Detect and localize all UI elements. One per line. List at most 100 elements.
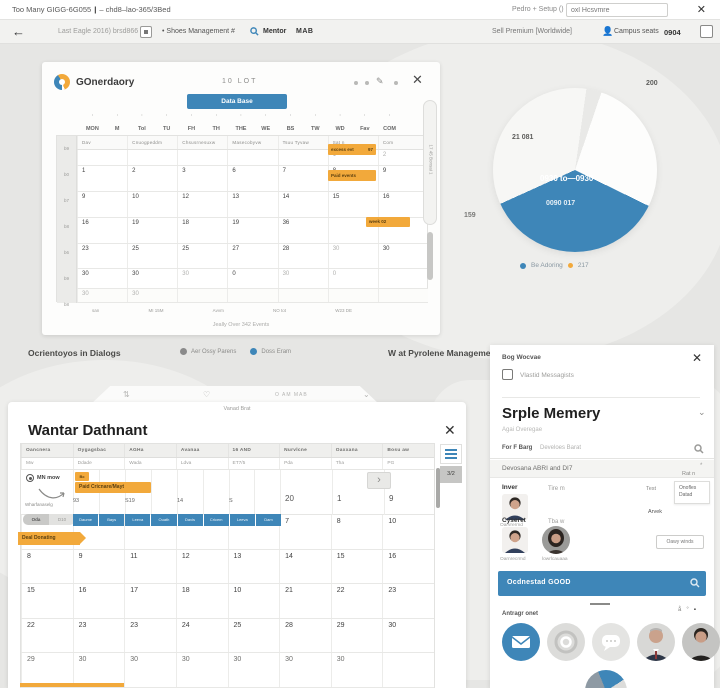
tab-strip[interactable]: ⇅ ♡ O AM MAB ⌄ (91, 386, 379, 404)
calendar-cell[interactable]: 30 (177, 269, 227, 288)
checkbox[interactable] (502, 369, 513, 380)
drag-handle[interactable] (590, 603, 610, 605)
calendar-cell[interactable]: 28 (279, 618, 331, 653)
calendar-cell[interactable]: 30 (382, 618, 434, 653)
calendar-cell[interactable]: 12 (175, 549, 228, 584)
calendar-cell[interactable]: 13 (227, 192, 277, 217)
calendar-cell[interactable]: 11 (124, 549, 176, 584)
person-action-popover[interactable]: Onofles Datad (674, 481, 710, 504)
avatar[interactable] (502, 527, 528, 553)
avatar[interactable] (682, 623, 720, 661)
search-icon[interactable] (694, 444, 704, 454)
calendar-cell[interactable]: 23 (72, 618, 125, 653)
calendar-cell[interactable]: 25 (227, 618, 280, 653)
event-chip[interactable]: week 02 (366, 217, 410, 227)
calendar-cell[interactable] (377, 289, 428, 302)
event-chip-arrow[interactable]: Deal Donating (18, 532, 86, 545)
multiday-event-bar[interactable]: Daume Bays Leeva Ouath Davis Cricem Leeva Dam (73, 514, 281, 526)
calendar-cell[interactable]: 30 (127, 269, 177, 288)
avatar[interactable] (502, 494, 528, 520)
calendar-cell[interactable]: 19 (227, 218, 277, 243)
calendar-cell[interactable] (377, 269, 428, 288)
target-icon[interactable] (547, 623, 585, 661)
calendar-cell[interactable]: 30 (175, 653, 228, 687)
person-mini-icon[interactable]: å (678, 607, 682, 613)
calendar-cell[interactable]: 30 (327, 244, 378, 268)
calendar-cell[interactable]: 10 (227, 584, 280, 618)
calendar-cell[interactable]: 19 (127, 218, 177, 243)
calendar-cell[interactable]: 25 (177, 244, 227, 268)
premium-link[interactable]: Sell Premium [Worldwide] (492, 28, 573, 35)
search-input[interactable] (566, 3, 668, 17)
now-indicator[interactable]: MN mow (26, 474, 60, 482)
calendar-cell[interactable]: 36 (277, 218, 328, 243)
calendar-cell[interactable]: 3 (177, 166, 227, 191)
calendar-cell[interactable]: 9 (77, 192, 127, 217)
grid-icon[interactable] (140, 26, 152, 38)
calendar-cell[interactable]: 2 (377, 150, 428, 165)
mail-icon[interactable] (502, 623, 540, 661)
dialog-tab-label[interactable]: Vanad Brat (223, 406, 251, 412)
calendar-cell[interactable]: 12 (177, 192, 227, 217)
calendar-cell[interactable] (177, 150, 227, 165)
calendar-cell[interactable]: 18 (175, 584, 228, 618)
calendar-cell[interactable]: 14 (279, 549, 331, 584)
calendar-cell[interactable] (327, 289, 378, 302)
calendar-cell[interactable] (77, 150, 127, 165)
calendar-cell[interactable]: 15 (21, 584, 73, 618)
event-segment[interactable]: Daume (73, 514, 99, 526)
calendar-cell[interactable]: 14 (277, 192, 328, 217)
calendar-cell[interactable]: 25 (127, 244, 177, 268)
avatar[interactable] (542, 526, 570, 554)
calendar-cell[interactable]: 30 (72, 653, 125, 687)
calendar-cell[interactable]: 23 (124, 618, 176, 653)
calendar-cell[interactable] (277, 289, 328, 302)
calendar-cell[interactable]: 23 (382, 584, 434, 618)
calendar-cell[interactable]: 30 (124, 653, 176, 687)
calendar-cell[interactable]: 10 (127, 192, 177, 217)
side-tab[interactable]: 17 45 Bonsai 1 (423, 100, 437, 225)
calendar-cell[interactable]: 30 (77, 289, 127, 302)
calendar-cell[interactable]: 23 (77, 244, 127, 268)
avatar[interactable] (637, 623, 675, 661)
calendar-cell[interactable] (227, 150, 277, 165)
calendar-cell[interactable] (127, 150, 177, 165)
calendar-cell[interactable]: 6 (227, 166, 277, 191)
calendar-cell[interactable]: 0 (327, 269, 378, 288)
menu-mab[interactable]: MAB (296, 28, 314, 35)
event-bar[interactable] (20, 683, 124, 687)
calendar-cell[interactable]: 29 (21, 653, 73, 687)
side-text[interactable]: Rat n (682, 471, 696, 477)
search-icon[interactable] (690, 578, 700, 588)
calendar-cell[interactable]: 22 (21, 618, 73, 653)
event-segment[interactable]: Leeva (229, 514, 255, 526)
event-segment[interactable]: Cricem (203, 514, 229, 526)
heart-icon[interactable]: ♡ (203, 390, 211, 399)
calendar-cell[interactable]: 30 (127, 289, 177, 302)
square-mini-icon[interactable]: ▪ (693, 607, 696, 613)
event-chip-small[interactable]: Bc (75, 472, 89, 481)
event-segment[interactable]: Davis (177, 514, 203, 526)
event-chip[interactable]: Paid events (328, 170, 376, 181)
calendar-cell[interactable]: 1 (327, 150, 378, 165)
close-icon[interactable]: ✕ (412, 72, 423, 87)
seats-label[interactable]: Campus seats (614, 28, 659, 35)
calendar-cell[interactable]: 1 (77, 166, 127, 191)
back-button[interactable]: ← (12, 24, 25, 39)
chevron-icon[interactable]: ⌄ (363, 390, 370, 399)
primary-blue-bar[interactable]: Ocdnestad GOOD (498, 571, 706, 596)
calendar-cell[interactable]: 7 (277, 166, 328, 191)
event-segment[interactable]: Leeva (125, 514, 151, 526)
person-action-button[interactable]: Oawy winds (656, 535, 704, 549)
calendar-cell[interactable]: 16 (382, 549, 434, 584)
calendar-cell[interactable]: 7 (279, 515, 331, 549)
options-dot-icon[interactable] (365, 81, 369, 85)
edit-icon[interactable]: ✎ (376, 76, 384, 86)
calendar-cell[interactable]: 9 (377, 166, 428, 191)
calendar-cell[interactable] (382, 653, 434, 687)
calendar-cell[interactable]: 30 (227, 653, 280, 687)
calendar-cell[interactable]: 9 (72, 549, 125, 584)
calendar-cell[interactable]: 15 (327, 192, 378, 217)
chat-icon[interactable] (592, 623, 630, 661)
calendar-cell[interactable]: 8 (330, 515, 383, 549)
